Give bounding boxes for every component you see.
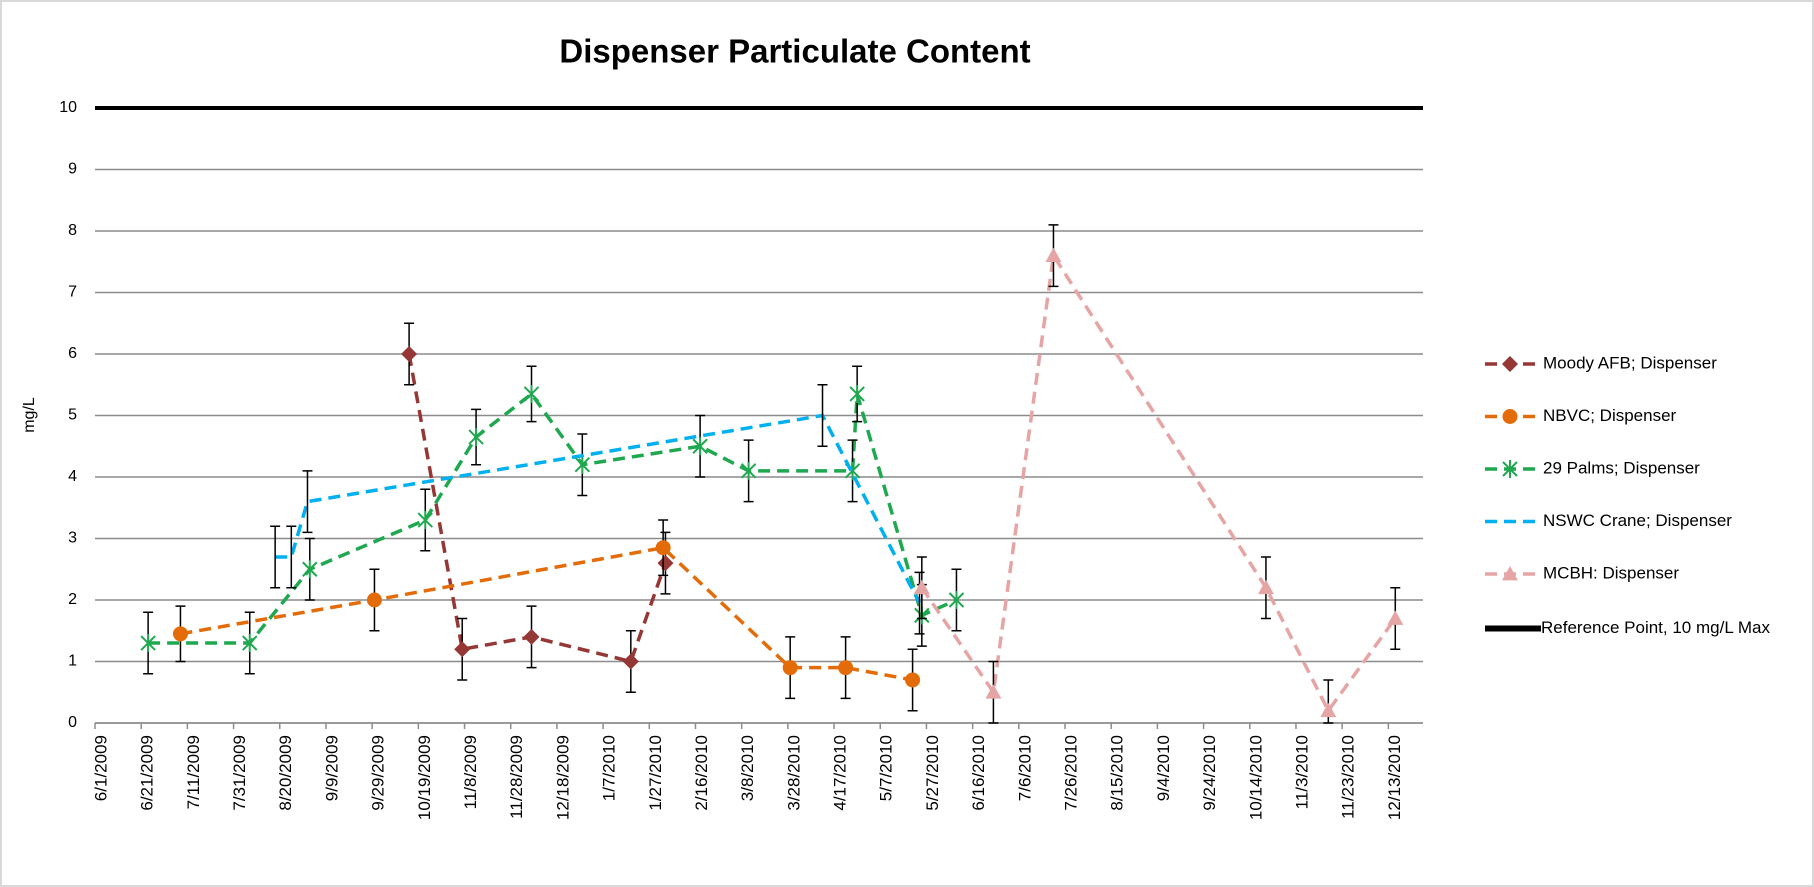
legend-label: NSWC Crane; Dispenser: [1543, 511, 1732, 530]
y-tick-label: 10: [59, 99, 77, 116]
x-tick-label: 9/29/2009: [369, 735, 388, 811]
y-tick-label: 3: [68, 530, 77, 547]
legend-label: Reference Point, 10 mg/L Max: [1541, 618, 1770, 637]
x-tick-label: 6/16/2010: [969, 735, 988, 811]
y-tick-label: 5: [68, 407, 77, 424]
marker: [1045, 247, 1062, 262]
marker: [172, 626, 188, 642]
marker: [417, 511, 433, 530]
marker: [523, 628, 540, 645]
x-tick-label: 9/9/2009: [322, 735, 341, 801]
marker: [454, 641, 471, 658]
legend-label: Moody AFB; Dispenser: [1543, 353, 1717, 372]
y-tick-label: 2: [68, 591, 77, 608]
marker: [849, 384, 865, 403]
x-tick-label: 11/28/2009: [507, 735, 526, 819]
x-tick-label: 11/23/2010: [1339, 735, 1358, 819]
x-tick-label: 7/31/2009: [230, 735, 249, 811]
marker: [740, 461, 757, 480]
x-tick-label: 12/18/2009: [553, 735, 572, 820]
x-tick-label: 1/27/2010: [646, 735, 665, 811]
marker: [140, 634, 156, 653]
legend-label: NBVC; Dispenser: [1543, 406, 1677, 425]
marker: [366, 592, 382, 608]
x-tick-label: 8/15/2010: [1108, 735, 1127, 811]
marker: [1502, 566, 1518, 581]
x-tick-label: 3/8/2010: [738, 735, 757, 801]
marker: [574, 455, 591, 474]
y-tick-label: 7: [68, 284, 77, 301]
x-tick-label: 10/19/2009: [415, 735, 434, 820]
error-bar: [286, 525, 297, 589]
marker: [905, 672, 921, 688]
marker: [1502, 460, 1518, 478]
x-tick-label: 9/4/2010: [1154, 735, 1173, 801]
marker: [782, 660, 798, 676]
x-tick-label: 4/17/2010: [831, 735, 850, 811]
x-tick-label: 5/7/2010: [877, 735, 896, 801]
x-tick-label: 1/7/2010: [600, 735, 619, 801]
x-tick-label: 11/8/2009: [461, 735, 480, 809]
marker: [913, 579, 930, 595]
marker: [692, 437, 708, 456]
y-tick-label: 1: [68, 653, 77, 670]
x-tick-label: 9/24/2010: [1200, 735, 1219, 811]
marker: [985, 684, 1002, 699]
error-bar: [914, 571, 925, 635]
x-tick-label: 7/26/2010: [1062, 735, 1081, 811]
legend-label: 29 Palms; Dispenser: [1543, 458, 1700, 477]
marker: [401, 346, 418, 362]
marker: [622, 653, 639, 670]
marker: [1320, 702, 1337, 718]
marker: [948, 591, 965, 609]
y-tick-label: 8: [68, 222, 77, 239]
x-tick-label: 5/27/2010: [923, 735, 942, 811]
x-tick-label: 10/14/2010: [1246, 735, 1265, 820]
error-bar: [817, 384, 828, 447]
x-tick-label: 3/28/2010: [784, 735, 803, 811]
error-bar: [302, 470, 313, 534]
chart-title: Dispenser Particulate Content: [559, 33, 1030, 70]
x-tick-label: 11/3/2010: [1292, 735, 1311, 809]
marker: [1387, 610, 1404, 625]
x-tick-label: 6/1/2009: [91, 735, 110, 801]
marker: [655, 540, 671, 556]
series-line: [920, 250, 1397, 715]
marker: [302, 560, 318, 579]
marker: [1257, 579, 1274, 595]
marker: [657, 555, 674, 572]
y-tick-label: 0: [68, 714, 77, 731]
y-tick-label: 9: [68, 161, 77, 178]
error-bar: [270, 525, 281, 589]
x-tick-label: 2/16/2010: [692, 735, 711, 811]
legend-label: MCBH: Dispenser: [1543, 563, 1679, 582]
x-tick-label: 7/6/2010: [1015, 735, 1034, 801]
series-line: [275, 413, 922, 604]
marker: [523, 384, 540, 403]
y-axis-label: mg/L: [21, 397, 38, 433]
series-line: [180, 545, 913, 682]
marker: [242, 634, 258, 653]
x-tick-label: 8/20/2009: [276, 735, 295, 811]
marker: [838, 660, 854, 676]
x-tick-label: 7/11/2009: [184, 735, 203, 809]
y-tick-label: 4: [68, 468, 77, 485]
marker: [468, 428, 484, 447]
marker: [1502, 409, 1518, 424]
x-tick-label: 12/13/2010: [1385, 735, 1404, 820]
y-tick-label: 6: [68, 345, 77, 362]
x-tick-label: 6/21/2009: [138, 735, 157, 811]
marker: [1502, 356, 1518, 372]
